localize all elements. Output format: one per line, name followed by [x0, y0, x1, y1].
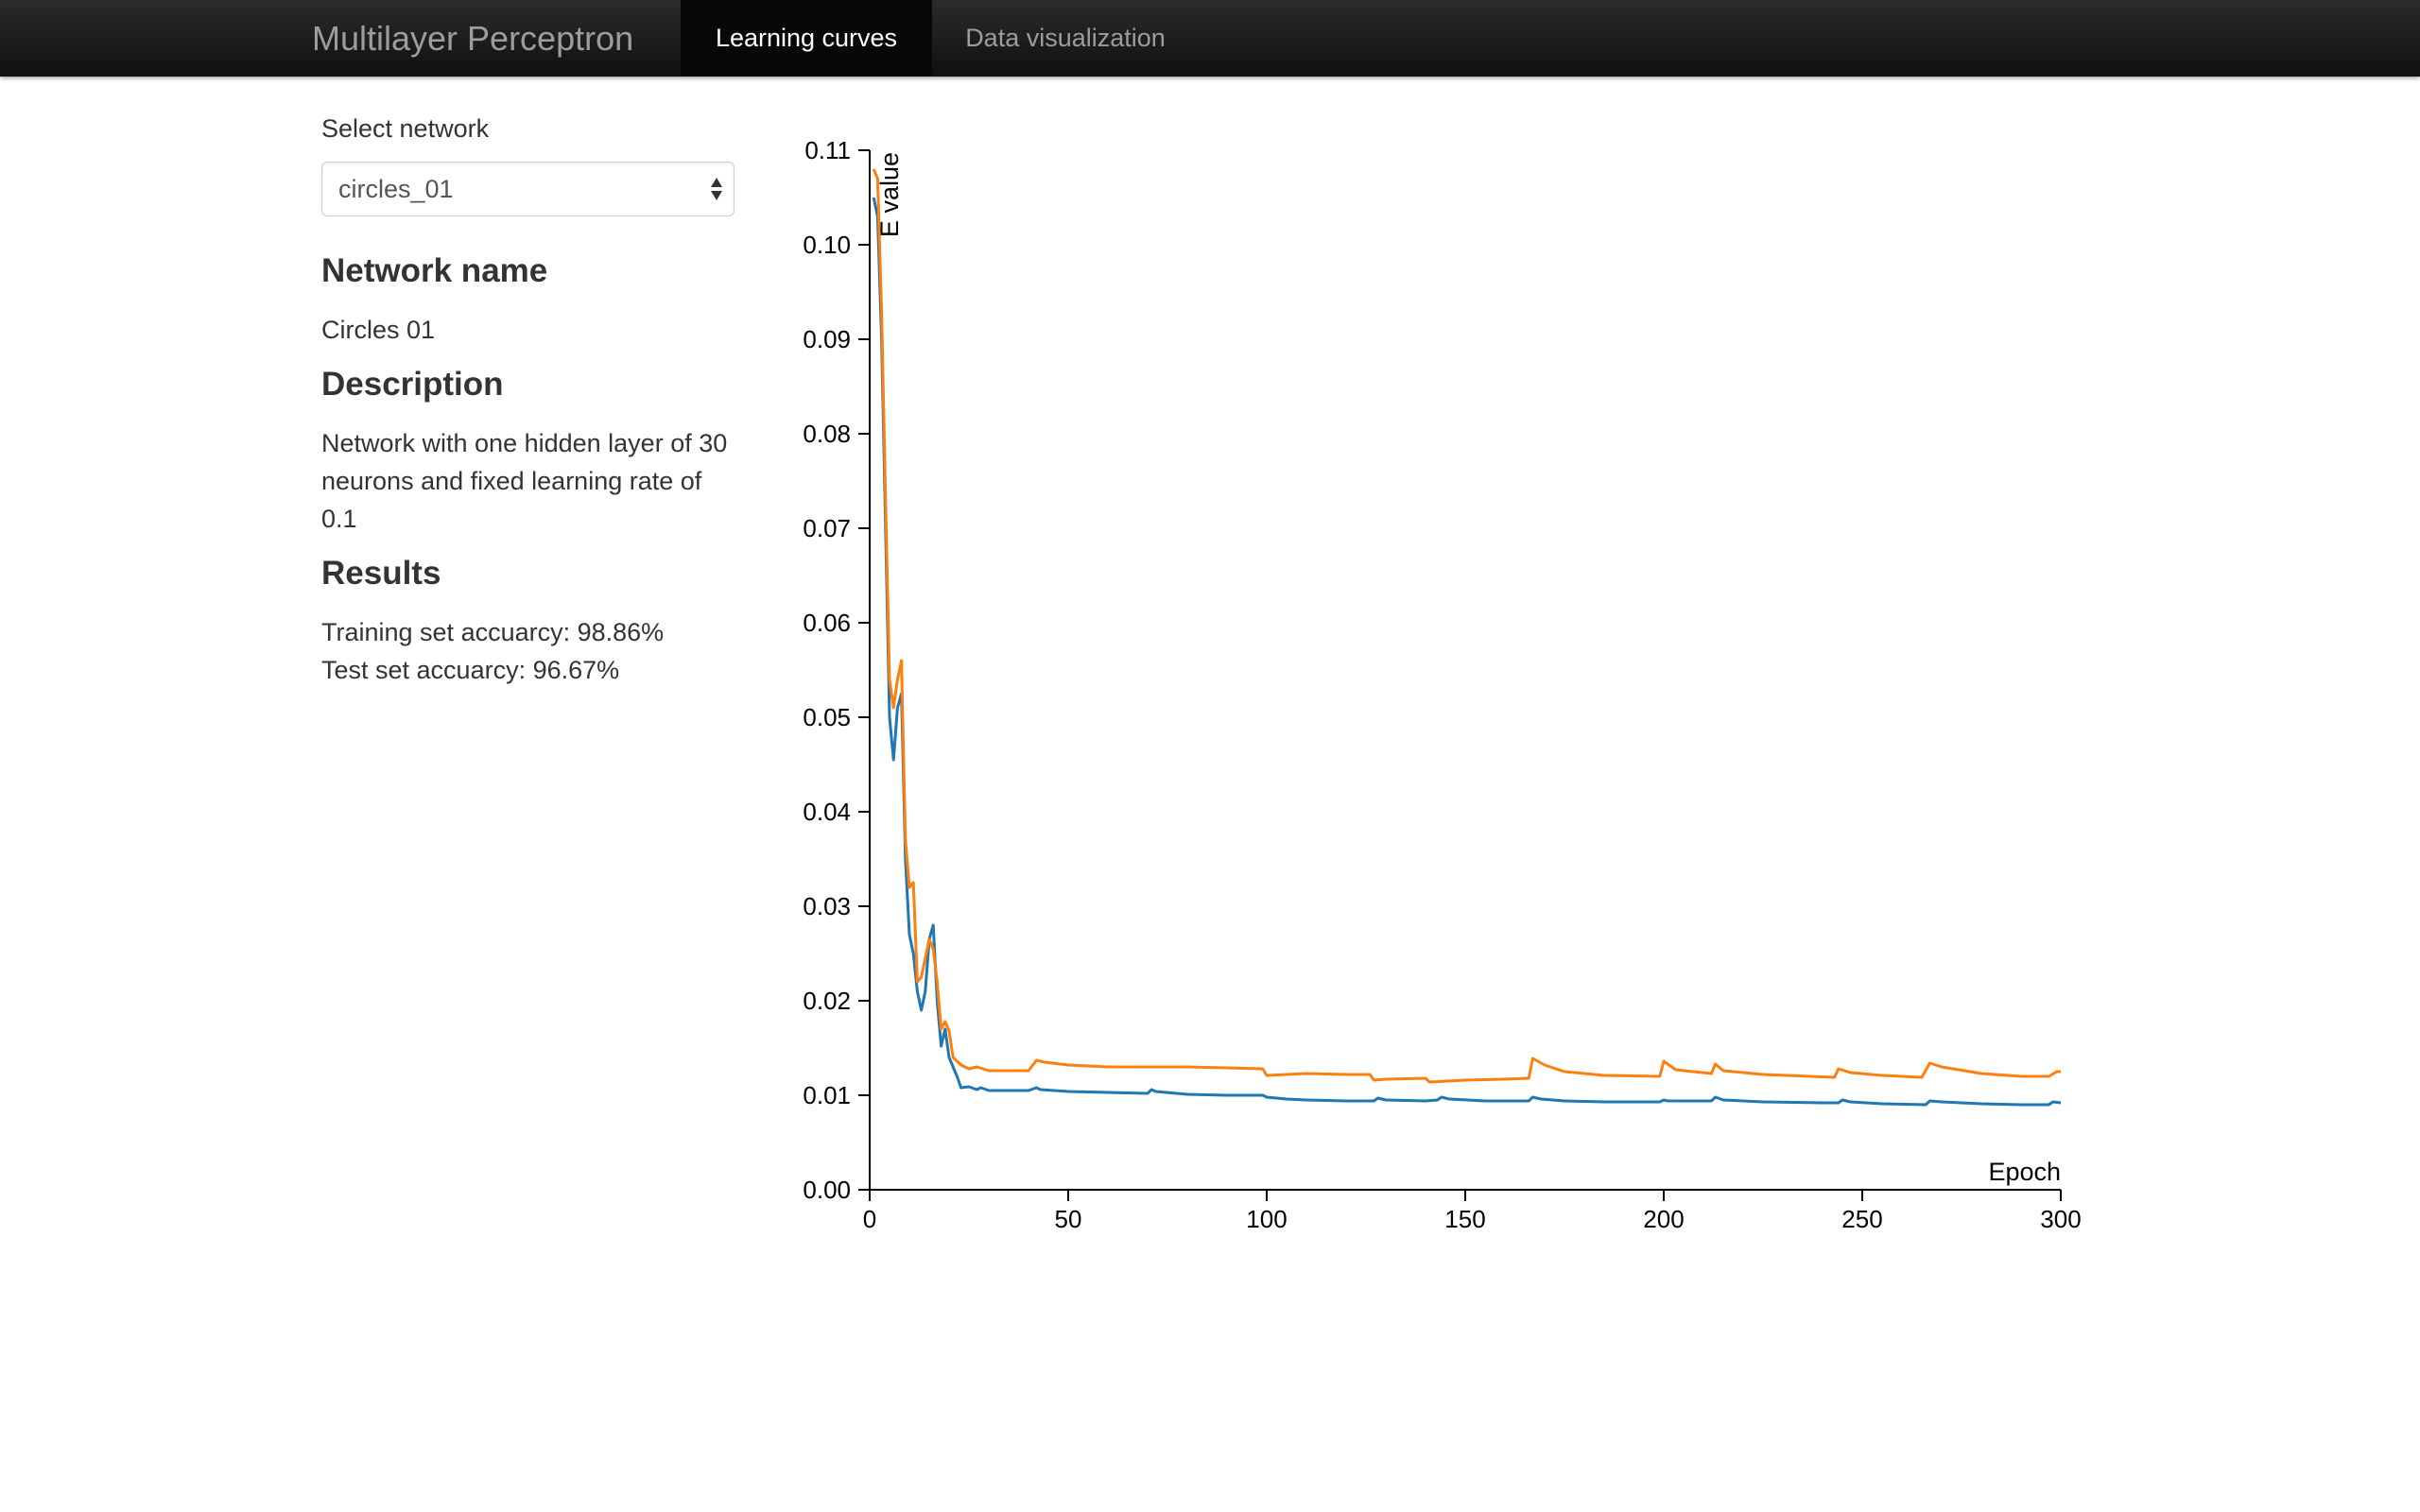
x-tick-label: 250: [1841, 1205, 1882, 1233]
x-tick-label: 300: [2040, 1205, 2081, 1233]
network-select[interactable]: circles_01: [321, 162, 735, 216]
y-tick-label: 0.09: [803, 325, 851, 353]
y-tick-label: 0.11: [804, 136, 851, 164]
y-tick-label: 0.00: [803, 1176, 851, 1204]
y-tick-label: 0.10: [803, 231, 851, 259]
x-tick-label: 150: [1444, 1205, 1485, 1233]
y-tick-label: 0.03: [803, 892, 851, 920]
tab-data-visualization[interactable]: Data visualization: [965, 24, 1166, 52]
y-tick-label: 0.04: [803, 798, 851, 826]
x-tick-label: 0: [863, 1205, 876, 1233]
series-line-1: [872, 197, 2062, 1107]
select-network-label: Select network: [321, 114, 490, 143]
select-arrows-icon: [711, 178, 722, 200]
y-tick-label: 0.02: [803, 987, 851, 1015]
x-axis-label: Epoch: [1988, 1158, 2061, 1186]
x-tick-label: 200: [1643, 1205, 1684, 1233]
network-name-value: Circles 01: [321, 316, 436, 344]
description-text: Network with one hidden layer of 30 neur…: [321, 429, 728, 533]
results-heading: Results: [321, 555, 441, 592]
network-select-value: circles_01: [338, 175, 454, 203]
y-tick-label: 0.01: [803, 1081, 851, 1109]
y-tick-label: 0.05: [803, 703, 851, 731]
x-tick-label: 50: [1055, 1205, 1082, 1233]
network-name-heading: Network name: [321, 252, 548, 289]
brand-title[interactable]: Multilayer Perceptron: [312, 19, 634, 58]
description-heading: Description: [321, 366, 504, 403]
x-tick-label: 100: [1246, 1205, 1287, 1233]
navbar: Multilayer Perceptron Learning curves Da…: [0, 0, 2420, 77]
series-line-2: [872, 168, 2061, 1084]
learning-curve-chart: 0.00 0.01 0.02 0.03 0.04 0.05 0.06 0.07 0.08 0.09…: [803, 136, 2081, 1233]
test-accuracy: Test set accuarcy: 96.67%: [321, 656, 620, 684]
training-accuracy: Training set accuarcy: 98.86%: [321, 618, 665, 646]
tab-learning-curves[interactable]: Learning curves: [681, 0, 932, 77]
y-tick-label: 0.08: [803, 420, 851, 448]
y-tick-label: 0.06: [803, 609, 851, 637]
y-tick-label: 0.07: [803, 514, 851, 542]
